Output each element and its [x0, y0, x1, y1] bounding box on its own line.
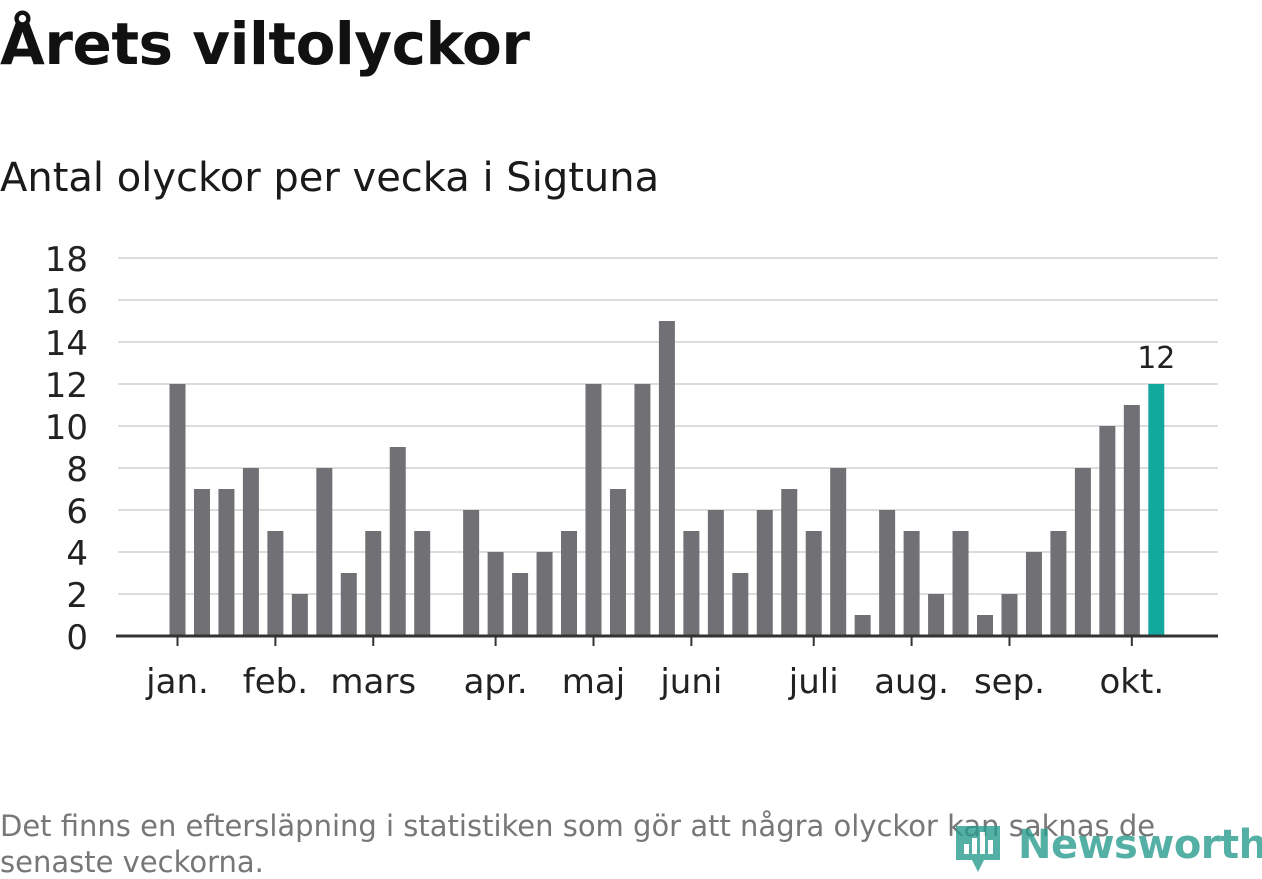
bar — [683, 531, 700, 636]
y-tick-label: 12 — [45, 366, 88, 406]
x-tick-label: maj — [562, 662, 625, 702]
x-tick-label: apr. — [464, 662, 528, 702]
bar-highlight — [1148, 384, 1165, 636]
chart-subtitle: Antal olyckor per vecka i Sigtuna — [0, 155, 660, 201]
logo-text: Newsworthy — [1018, 822, 1262, 868]
bar — [365, 531, 382, 636]
bar — [218, 489, 235, 636]
x-tick-label: mars — [330, 662, 416, 702]
bar — [634, 384, 651, 636]
bar — [487, 552, 504, 636]
bar — [561, 531, 578, 636]
bar — [830, 468, 847, 636]
y-tick-label: 4 — [66, 534, 88, 574]
bar — [389, 447, 406, 636]
bar — [536, 552, 553, 636]
bar — [1050, 531, 1067, 636]
x-tick-label: feb. — [243, 662, 308, 702]
chart-title: Årets viltolyckor — [0, 10, 530, 78]
bar — [169, 384, 186, 636]
x-tick-label: aug. — [874, 662, 949, 702]
bars — [169, 321, 1165, 636]
newsworthy-logo: Newsworthy — [950, 820, 1262, 876]
bar — [707, 510, 724, 636]
bar — [1099, 426, 1116, 636]
bar — [1001, 594, 1018, 636]
bar — [658, 321, 675, 636]
bar — [732, 573, 749, 636]
y-tick-label: 0 — [66, 618, 88, 658]
x-tick-label: juli — [788, 662, 839, 702]
bar — [1074, 468, 1091, 636]
bar — [463, 510, 480, 636]
y-tick-label: 10 — [45, 408, 88, 448]
bar — [267, 531, 284, 636]
bar — [193, 489, 210, 636]
y-tick-label: 8 — [66, 450, 88, 490]
bar — [928, 594, 945, 636]
bar — [242, 468, 259, 636]
bar — [1025, 552, 1042, 636]
y-tick-label: 18 — [45, 240, 88, 280]
y-tick-label: 2 — [66, 576, 88, 616]
x-axis-ticks: jan. feb. mars apr. maj juni juli aug. sep. okt. — [145, 636, 1164, 702]
bar — [854, 615, 871, 636]
y-tick-label: 14 — [45, 324, 88, 364]
bar — [414, 531, 431, 636]
bar — [805, 531, 822, 636]
y-tick-label: 16 — [45, 282, 88, 322]
bar — [1123, 405, 1140, 636]
bar — [316, 468, 333, 636]
bar — [609, 489, 626, 636]
bar — [585, 384, 602, 636]
bar — [512, 573, 529, 636]
bar — [340, 573, 357, 636]
x-tick-label: juni — [659, 662, 722, 702]
x-tick-label: sep. — [974, 662, 1045, 702]
bar — [756, 510, 773, 636]
data-labels: 12 — [1137, 341, 1175, 376]
bar — [291, 594, 308, 636]
bar — [903, 531, 920, 636]
y-tick-label: 6 — [66, 492, 88, 532]
x-tick-label: okt. — [1100, 662, 1165, 702]
data-label: 12 — [1137, 341, 1175, 376]
bar — [781, 489, 798, 636]
bar — [952, 531, 969, 636]
bar-chart-pin-icon — [956, 826, 1000, 872]
x-tick-label: jan. — [145, 662, 209, 702]
bar — [977, 615, 994, 636]
bar — [879, 510, 896, 636]
